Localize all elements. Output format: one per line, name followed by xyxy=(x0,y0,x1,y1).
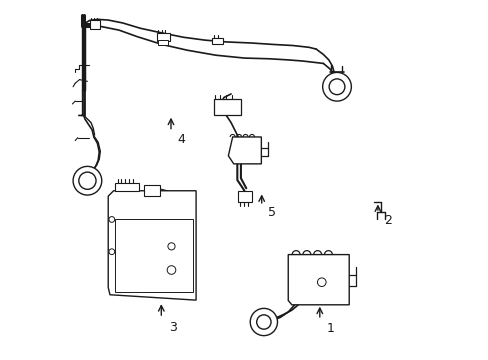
Bar xyxy=(144,185,160,196)
Bar xyxy=(158,40,168,45)
Bar xyxy=(156,33,170,41)
Circle shape xyxy=(250,309,277,336)
Circle shape xyxy=(79,172,96,189)
Bar xyxy=(90,21,100,30)
Circle shape xyxy=(322,72,351,101)
Polygon shape xyxy=(228,137,261,164)
Bar xyxy=(115,219,192,292)
Text: 1: 1 xyxy=(326,322,334,335)
Circle shape xyxy=(167,243,175,250)
Circle shape xyxy=(328,79,344,95)
Circle shape xyxy=(167,266,175,274)
Bar xyxy=(238,192,251,202)
Text: 5: 5 xyxy=(268,207,276,220)
Bar xyxy=(212,38,223,44)
Circle shape xyxy=(109,249,115,255)
Polygon shape xyxy=(287,255,348,305)
Circle shape xyxy=(256,315,270,329)
Circle shape xyxy=(109,217,115,222)
Circle shape xyxy=(73,166,102,195)
Bar xyxy=(214,99,241,116)
Bar xyxy=(115,183,139,191)
Text: 4: 4 xyxy=(178,133,185,146)
Text: 2: 2 xyxy=(383,214,391,227)
Polygon shape xyxy=(108,191,196,300)
Text: 3: 3 xyxy=(168,320,176,333)
Circle shape xyxy=(317,278,325,287)
